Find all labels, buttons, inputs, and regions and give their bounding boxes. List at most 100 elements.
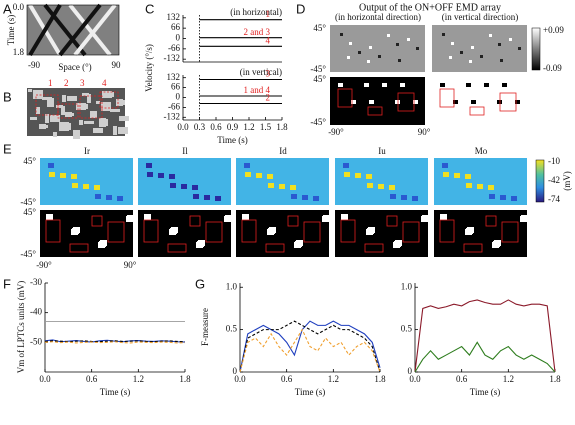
colorbar-label: +0.09	[543, 25, 564, 35]
image-block	[511, 196, 517, 201]
image-block	[82, 93, 89, 96]
image-block	[471, 100, 476, 104]
image-block	[117, 196, 123, 201]
image-block	[347, 56, 350, 59]
image-block	[439, 219, 455, 243]
image-block	[489, 34, 492, 37]
image-block	[81, 104, 88, 109]
image-block	[60, 173, 66, 178]
series-line	[239, 328, 381, 373]
image-block	[267, 174, 273, 179]
image-block	[107, 221, 125, 243]
image-block	[364, 243, 384, 253]
image-block	[432, 25, 527, 72]
image-block	[193, 194, 199, 199]
image-block	[335, 210, 428, 257]
image-block	[244, 163, 250, 168]
image-block	[144, 214, 151, 220]
image-block	[49, 172, 55, 177]
image-block	[369, 100, 374, 104]
y-tick-label: 0.5	[401, 324, 413, 334]
stripe	[58, 3, 102, 57]
image-block	[520, 216, 527, 222]
image-block	[454, 173, 460, 178]
image-block	[294, 242, 301, 248]
image-block	[107, 92, 114, 97]
x-tick-label: 1.2	[243, 122, 254, 132]
y-tick-label: -30	[30, 277, 42, 287]
image-block	[389, 185, 395, 190]
annotation: 4	[102, 78, 107, 88]
y-tick-label: -45°	[20, 249, 36, 259]
series-line	[44, 341, 186, 344]
image-block	[303, 221, 321, 243]
annotation: (in horizontal)	[230, 7, 282, 17]
series-label: 2 and 3	[244, 27, 271, 37]
image-block	[442, 163, 448, 168]
image-block	[402, 221, 420, 243]
x-label: Time (s)	[100, 387, 130, 397]
image-block	[290, 185, 296, 190]
image-block	[451, 42, 454, 45]
y-tick-label: -132	[164, 53, 181, 63]
map-title: Id	[279, 146, 287, 156]
image-block	[501, 221, 519, 243]
image-block	[302, 195, 308, 200]
image-block	[337, 88, 353, 108]
image-block	[69, 243, 89, 253]
image-block	[355, 173, 361, 178]
image-block	[463, 243, 483, 253]
image-block	[79, 95, 103, 119]
x-tick-label: 0.0	[409, 374, 421, 384]
image-block	[104, 119, 108, 126]
x-tick-label: 90°	[418, 127, 431, 137]
x-tick-label: 0.0	[234, 374, 246, 384]
image-block	[416, 47, 419, 50]
image-block	[36, 107, 40, 114]
image-block	[241, 219, 257, 243]
x-tick-label: 0.3	[194, 122, 206, 132]
y-tick-label: 0	[408, 366, 413, 376]
image-block	[390, 194, 396, 199]
annotation: 3	[80, 78, 85, 88]
image-block	[291, 194, 297, 199]
image-block	[349, 42, 352, 45]
panel-label: C	[145, 1, 154, 16]
panel-label: A	[3, 1, 12, 16]
x-tick-label: 1.8	[549, 374, 561, 384]
image-block	[500, 59, 503, 62]
image-block	[30, 117, 37, 120]
image-block	[79, 120, 83, 125]
image-block	[287, 215, 299, 227]
image-block	[106, 195, 112, 200]
map-title: Iu	[378, 146, 386, 156]
image-block	[465, 174, 471, 179]
y-tick-label: 1.0	[401, 281, 413, 291]
image-block	[28, 89, 32, 92]
image-block	[344, 172, 350, 177]
y-tick-label: 45°	[313, 23, 326, 33]
image-block	[340, 33, 343, 36]
y-tick-label: -66	[168, 43, 180, 53]
x-label: Space (°)	[58, 62, 91, 72]
image-block	[366, 229, 373, 235]
image-block	[500, 195, 506, 200]
image-block	[401, 195, 407, 200]
subtitle: (in vertical direction)	[442, 12, 518, 22]
image-block	[488, 185, 494, 190]
series-line	[44, 340, 186, 343]
y-tick-label: 132	[167, 12, 181, 22]
image-block	[367, 106, 383, 116]
y-tick-label: 0	[176, 92, 181, 102]
stripe	[68, 3, 112, 57]
image-block	[170, 183, 176, 188]
image-block	[126, 216, 133, 222]
stripe	[28, 3, 62, 57]
image-block	[67, 96, 77, 101]
image-block	[70, 113, 74, 116]
image-block	[367, 183, 373, 188]
image-block	[489, 194, 495, 199]
image-block	[449, 56, 452, 59]
image-block	[61, 106, 65, 115]
image-block	[242, 214, 249, 220]
